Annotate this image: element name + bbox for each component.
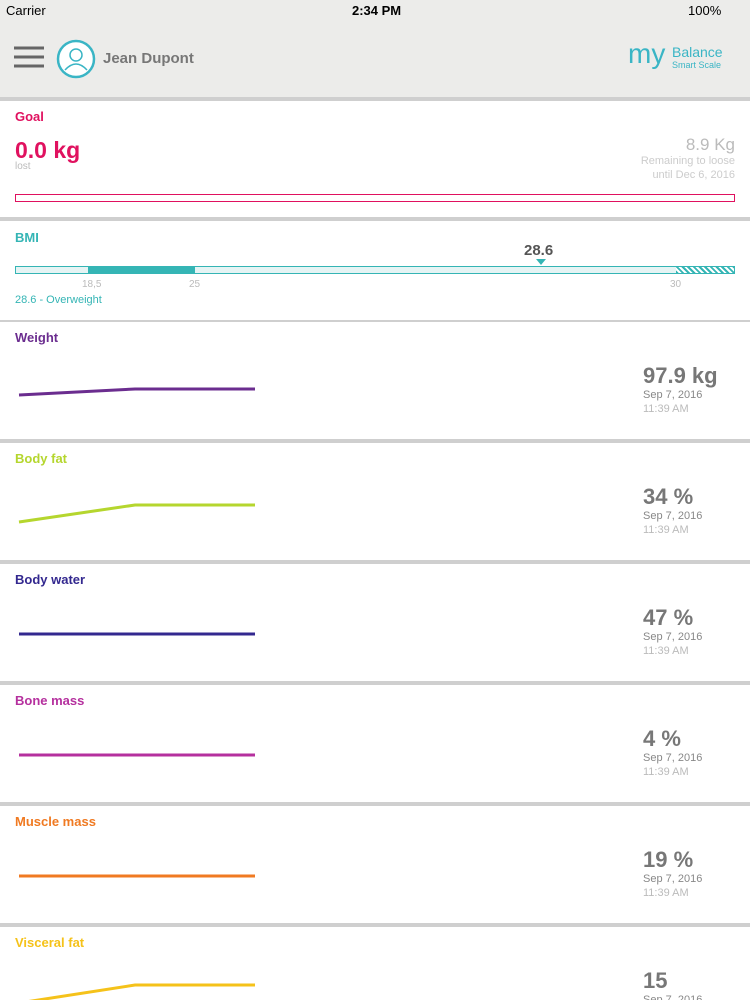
bmi-value: 28.6 bbox=[524, 242, 554, 259]
goal-remaining-caption: Remaining to loose bbox=[640, 155, 735, 167]
metric-time: 11:39 AM bbox=[643, 524, 689, 536]
sparkline bbox=[18, 387, 255, 397]
goal-title: Goal bbox=[15, 109, 44, 124]
metric-time: 11:39 AM bbox=[643, 887, 689, 899]
metric-time: 11:39 AM bbox=[643, 403, 689, 415]
metric-title: Body fat bbox=[15, 451, 67, 466]
bmi-card[interactable]: BMI 28.6 18,5 25 30 28.6 - Overweight bbox=[0, 221, 750, 320]
metric-card[interactable]: Body water 47 % Sep 7, 2016 11:39 AM bbox=[0, 564, 750, 681]
metric-date: Sep 7, 2016 bbox=[643, 752, 703, 764]
metric-date: Sep 7, 2016 bbox=[643, 510, 703, 522]
bmi-pointer bbox=[536, 259, 546, 265]
bmi-title: BMI bbox=[15, 230, 39, 245]
sparkline bbox=[19, 632, 255, 636]
metric-value: 97.9 kg bbox=[643, 363, 718, 388]
metric-card[interactable]: Muscle mass 19 % Sep 7, 2016 11:39 AM bbox=[0, 806, 750, 923]
battery: 100% bbox=[688, 3, 722, 18]
clock: 2:34 PM bbox=[352, 3, 402, 18]
goal-remaining: 8.9 Kg bbox=[685, 135, 735, 154]
metric-time: 11:39 AM bbox=[643, 645, 689, 657]
goal-card[interactable]: Goal 0.0 kg lost 8.9 Kg Remaining to loo… bbox=[0, 101, 750, 217]
menu-button[interactable] bbox=[14, 46, 44, 68]
sparkline bbox=[19, 874, 255, 878]
metric-value: 4 % bbox=[643, 726, 681, 751]
sparkline-line bbox=[28, 983, 255, 1000]
sparkline-line bbox=[18, 387, 255, 397]
metric-title: Muscle mass bbox=[15, 814, 96, 829]
metric-title: Bone mass bbox=[15, 693, 85, 708]
metric-card[interactable]: Weight 97.9 kg Sep 7, 2016 11:39 AM bbox=[0, 322, 750, 439]
bmi-normal-range bbox=[88, 266, 195, 274]
metric-value: 34 % bbox=[643, 484, 694, 509]
bmi-scale bbox=[15, 266, 735, 274]
sparkline-line bbox=[18, 503, 255, 524]
logo-my: my bbox=[628, 38, 666, 69]
goal-value: 0.0 kg bbox=[15, 137, 81, 163]
metric-title: Body water bbox=[15, 572, 86, 587]
avatar[interactable] bbox=[56, 39, 96, 79]
metric-time: 11:39 AM bbox=[643, 766, 689, 778]
goal-caption: lost bbox=[15, 161, 31, 172]
logo-tagline: Smart Scale bbox=[672, 60, 722, 70]
bmi-obese-range bbox=[676, 267, 734, 273]
metric-date: Sep 7, 2016 bbox=[643, 389, 703, 401]
sparkline bbox=[18, 503, 255, 524]
metric-date: Sep 7, 2016 bbox=[643, 873, 703, 885]
metric-value: 19 % bbox=[643, 847, 694, 872]
metric-title: Weight bbox=[15, 330, 59, 345]
bmi-scale-label: 30 bbox=[670, 279, 682, 290]
metric-date: Sep 7, 2016 bbox=[643, 631, 703, 643]
logo-brand: Balance bbox=[672, 44, 723, 60]
header-bg bbox=[0, 0, 750, 97]
metric-card[interactable]: Body fat 34 % Sep 7, 2016 11:39 AM bbox=[0, 443, 750, 560]
metric-value: 47 % bbox=[643, 605, 694, 630]
bmi-scale-label: 18,5 bbox=[82, 279, 102, 290]
metric-date: Sep 7, 2016 bbox=[643, 994, 703, 1000]
sparkline bbox=[28, 983, 255, 1000]
metric-card[interactable]: Bone mass 4 % Sep 7, 2016 11:39 AM bbox=[0, 685, 750, 802]
carrier: Carrier bbox=[6, 3, 46, 18]
metric-title: Visceral fat bbox=[15, 935, 85, 950]
bmi-status: 28.6 - Overweight bbox=[15, 294, 102, 306]
bmi-scale-label: 25 bbox=[189, 279, 201, 290]
sparkline bbox=[19, 753, 255, 757]
goal-until: until Dec 6, 2016 bbox=[652, 169, 735, 181]
metric-value: 15 bbox=[643, 968, 668, 993]
goal-progress bbox=[15, 194, 735, 202]
user-name[interactable]: Jean Dupont bbox=[103, 50, 194, 67]
